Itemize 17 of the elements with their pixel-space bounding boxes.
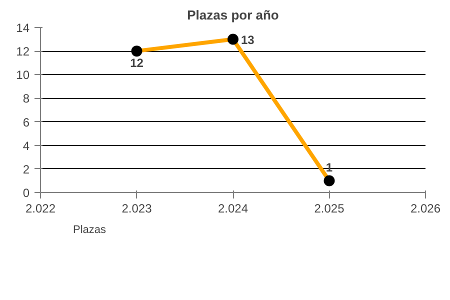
y-tick-label: 2 bbox=[22, 162, 30, 176]
data-label: 13 bbox=[241, 32, 255, 47]
x-tick-label: 2.026 bbox=[410, 202, 441, 216]
y-tick-label: 14 bbox=[16, 21, 30, 35]
chart-title: Plazas por año bbox=[187, 8, 279, 22]
y-tick-label: 6 bbox=[22, 115, 30, 130]
data-label: 12 bbox=[130, 56, 144, 70]
text: Plazas bbox=[73, 224, 106, 236]
y-tick-label: 12 bbox=[16, 44, 30, 59]
x-tick-label: 2.024 bbox=[218, 202, 248, 216]
y-tick-label: 8 bbox=[22, 92, 30, 106]
x-tick-label: 2.022 bbox=[25, 202, 56, 216]
y-tick-label: 10 bbox=[16, 68, 30, 82]
x-tick-label: 2.025 bbox=[314, 202, 345, 216]
y-tick-label: 4 bbox=[22, 138, 30, 153]
y-tick-label: 0 bbox=[22, 186, 30, 200]
x-tick-label: 2.023 bbox=[122, 202, 152, 216]
